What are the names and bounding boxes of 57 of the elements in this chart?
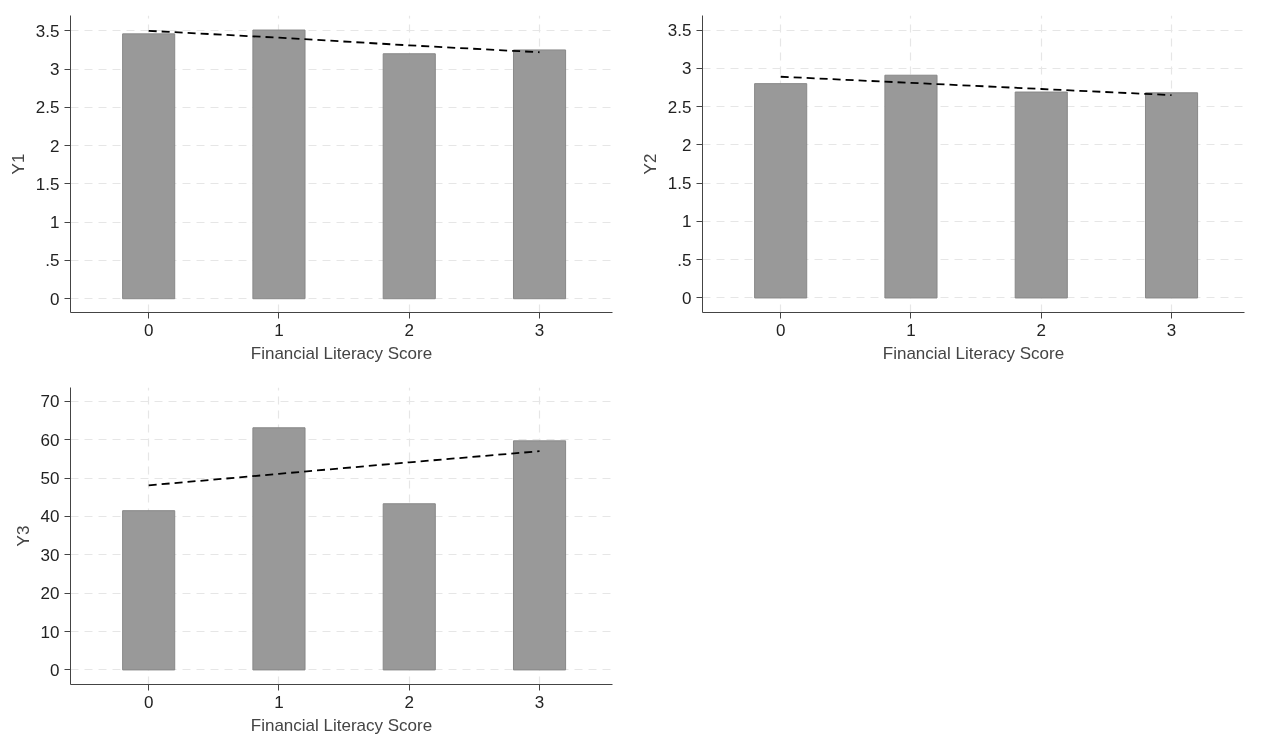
bar — [512, 49, 567, 300]
x-tick-label: 1 — [274, 692, 284, 712]
x-tick-label: 0 — [775, 320, 786, 340]
y-tick-label: 1 — [50, 213, 60, 233]
y-tick-label: 1.5 — [35, 174, 60, 194]
x-tick-label: 3 — [534, 320, 545, 340]
y-tick-label: 1.5 — [667, 174, 692, 194]
y-tick-label: 1 — [682, 212, 692, 232]
bar — [382, 53, 436, 300]
y-tick-label: 70 — [40, 392, 60, 412]
y-tick-label: 20 — [40, 584, 60, 604]
y-tick-label: 3 — [50, 60, 60, 80]
y-tick-label: 30 — [40, 545, 60, 565]
y-tick-label: .5 — [45, 251, 60, 271]
x-tick-label: 2 — [404, 692, 414, 712]
y-tick-label: .5 — [677, 250, 692, 270]
x-tick-label: 3 — [1166, 320, 1177, 340]
y-axis-title: Y1 — [8, 153, 28, 175]
bar — [512, 440, 567, 671]
x-axis-title: Financial Literacy Score — [250, 343, 433, 363]
x-tick-label: 0 — [143, 320, 154, 340]
y-axis-title: Y3 — [13, 525, 33, 547]
x-tick-label: 3 — [534, 692, 545, 712]
x-tick-label: 1 — [906, 320, 916, 340]
y-tick-label: 0 — [682, 288, 692, 308]
line-series — [147, 450, 541, 487]
x-tick-label: 0 — [143, 692, 154, 712]
x-tick-label: 1 — [274, 320, 284, 340]
y-tick-label: 2.5 — [667, 97, 692, 117]
y-tick-label: 10 — [40, 622, 60, 642]
bar — [754, 83, 808, 299]
bar — [252, 29, 306, 300]
x-axis-title: Financial Literacy Score — [882, 343, 1065, 363]
bar — [1014, 91, 1068, 299]
x-axis-title: Financial Literacy Score — [250, 715, 433, 735]
x-tick-label: 2 — [1036, 320, 1046, 340]
x-tick-label: 2 — [404, 320, 414, 340]
y-tick-label: 60 — [40, 430, 60, 450]
bar — [1144, 92, 1199, 299]
bar — [122, 33, 176, 300]
y-tick-label: 40 — [40, 507, 60, 527]
y-tick-label: 0 — [50, 289, 60, 309]
y-tick-label: 3 — [682, 59, 692, 79]
line-series — [779, 75, 1173, 97]
line-series — [147, 29, 541, 54]
y-tick-label: 2 — [682, 135, 692, 155]
y-tick-label: 0 — [50, 660, 60, 680]
y-tick-label: 2 — [50, 136, 60, 156]
y-axis-title: Y2 — [640, 153, 660, 175]
y-tick-label: 2.5 — [35, 98, 60, 118]
bar — [122, 510, 176, 671]
y-tick-label: 50 — [40, 469, 60, 489]
bar — [382, 503, 436, 671]
y-tick-label: 3.5 — [667, 21, 692, 41]
bar — [884, 74, 938, 299]
bar — [252, 427, 306, 671]
y-tick-label: 3.5 — [35, 21, 60, 41]
